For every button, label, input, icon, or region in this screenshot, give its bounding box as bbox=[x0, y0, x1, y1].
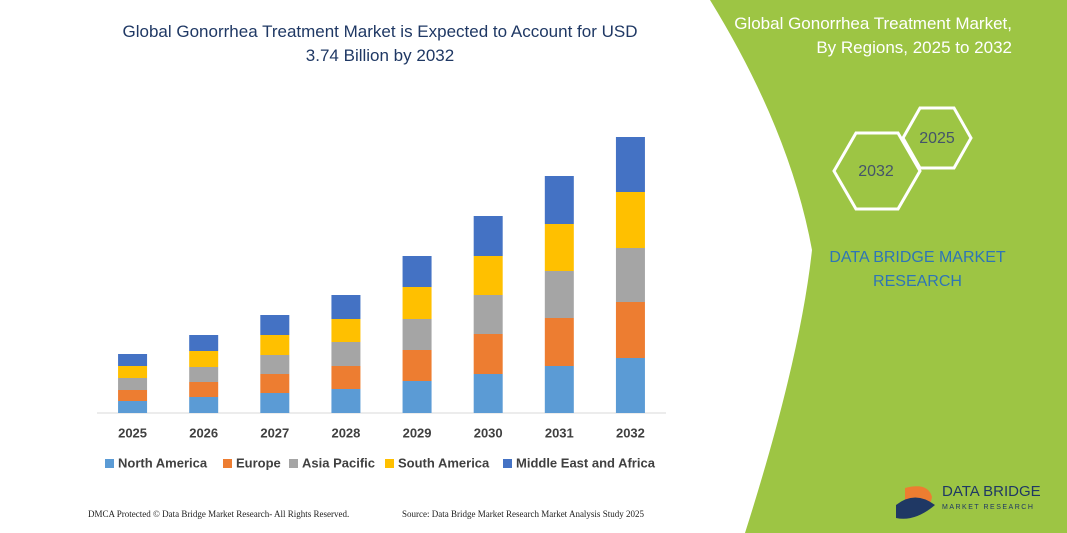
hexagon bbox=[901, 106, 973, 170]
logo-name: DATA BRIDGE bbox=[942, 483, 1041, 500]
bar-segment bbox=[544, 271, 574, 318]
x-tick-label: 2031 bbox=[545, 425, 574, 440]
legend-label: Middle East and Africa bbox=[516, 455, 656, 470]
bar-segment bbox=[189, 367, 219, 382]
legend-label: North America bbox=[118, 455, 208, 470]
hexagon-label: 2025 bbox=[919, 130, 955, 147]
legend-swatch bbox=[503, 459, 512, 468]
legend-swatch bbox=[289, 459, 298, 468]
bar-segment bbox=[615, 358, 645, 413]
bar-segment bbox=[473, 374, 503, 413]
bar-segment bbox=[402, 319, 432, 350]
side-panel-bg bbox=[710, 0, 1067, 533]
bar-segment bbox=[473, 256, 503, 295]
bar-segment bbox=[189, 351, 219, 367]
x-tick-label: 2030 bbox=[474, 425, 503, 440]
bar-segment bbox=[118, 401, 148, 413]
bar-segment bbox=[402, 256, 432, 287]
bar-segment bbox=[260, 393, 290, 413]
bar-segment bbox=[189, 382, 219, 397]
bar-segment bbox=[544, 224, 574, 271]
bar-segment bbox=[118, 354, 148, 366]
bar-segment bbox=[615, 137, 645, 192]
x-tick-label: 2029 bbox=[403, 425, 432, 440]
legend-swatch bbox=[223, 459, 232, 468]
bar-segment bbox=[260, 335, 290, 355]
bar-segment bbox=[260, 374, 290, 393]
brand: DATA BRIDGE MARKET RESEARCH bbox=[829, 249, 1006, 290]
hexagon bbox=[832, 131, 922, 211]
chart-title: Global Gonorrhea Treatment Market is Exp… bbox=[122, 22, 638, 65]
bar-segment bbox=[402, 350, 432, 381]
x-tick-label: 2025 bbox=[118, 425, 147, 440]
x-tick-label: 2026 bbox=[189, 425, 218, 440]
logo-tagline: MARKET RESEARCH bbox=[942, 504, 1034, 511]
bar-segment bbox=[331, 366, 361, 389]
legend-swatch bbox=[385, 459, 394, 468]
legend-label: Asia Pacific bbox=[302, 455, 375, 470]
bar-segment bbox=[118, 378, 148, 390]
bar-segment bbox=[544, 176, 574, 224]
bar-segment bbox=[615, 302, 645, 358]
bar-segment bbox=[402, 381, 432, 413]
legend-label: South America bbox=[398, 455, 490, 470]
bar-segment bbox=[189, 397, 219, 413]
x-tick-label: 2027 bbox=[260, 425, 289, 440]
bar-segment bbox=[118, 390, 148, 401]
bar-segment bbox=[615, 248, 645, 302]
x-tick-label: 2032 bbox=[616, 425, 645, 440]
x-tick-label: 2028 bbox=[331, 425, 360, 440]
bar-segment bbox=[260, 355, 290, 374]
bar-segment bbox=[331, 389, 361, 413]
bar-segment bbox=[473, 295, 503, 334]
bar-segment bbox=[544, 318, 574, 366]
bar-segment bbox=[473, 216, 503, 256]
source: Source: Data Bridge Market Research Mark… bbox=[402, 509, 644, 519]
copyright: DMCA Protected © Data Bridge Market Rese… bbox=[88, 509, 350, 519]
bar-segment bbox=[402, 287, 432, 319]
legend-label: Europe bbox=[236, 455, 281, 470]
hexagon-label: 2032 bbox=[858, 163, 894, 180]
bar-segment bbox=[260, 315, 290, 335]
bar-segment bbox=[331, 295, 361, 319]
side-title: Global Gonorrhea Treatment Market, By Re… bbox=[734, 14, 1012, 57]
bar-segment bbox=[118, 366, 148, 378]
bar-segment bbox=[331, 342, 361, 366]
legend-swatch bbox=[105, 459, 114, 468]
bar-segment bbox=[544, 366, 574, 413]
logo-icon bbox=[896, 497, 935, 519]
bar-segment bbox=[615, 192, 645, 248]
bar-segment bbox=[331, 319, 361, 342]
bar-segment bbox=[473, 334, 503, 374]
bar-segment bbox=[189, 335, 219, 351]
